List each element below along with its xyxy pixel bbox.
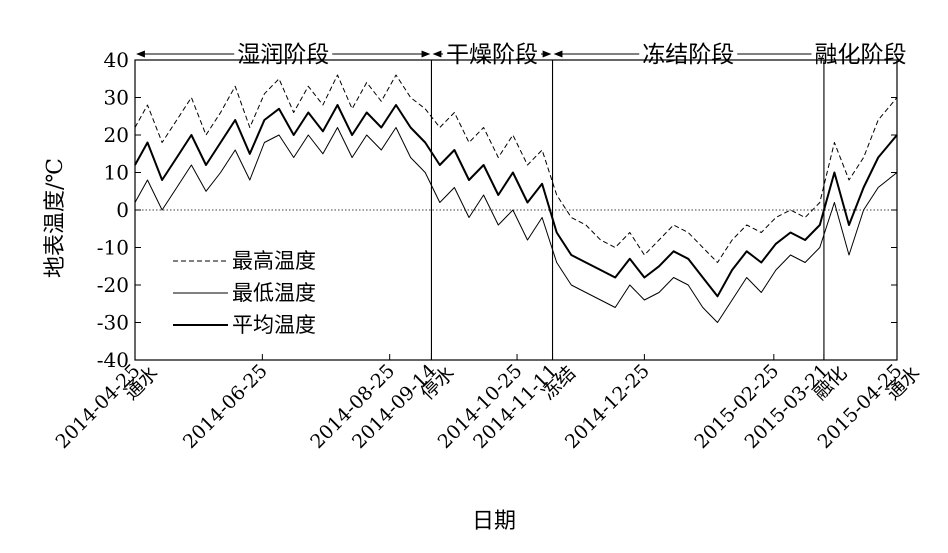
- legend-label-avg: 平均温度: [232, 313, 316, 337]
- series-line-avg-temperature: [134, 104, 898, 298]
- y-tick-label: -40: [97, 348, 129, 372]
- y-tick-label: -20: [97, 273, 129, 297]
- series-line-max-temperature: [134, 74, 898, 263]
- phase-label-2: 干燥阶段: [446, 42, 538, 68]
- x-tick-label-2: 2014-06-25: [179, 360, 272, 453]
- phase-annotations: 湿润阶段 干燥阶段 冻结阶段 融化阶段: [136, 40, 910, 68]
- y-tick-label: 0: [116, 198, 129, 222]
- y-tick-label: 20: [104, 123, 129, 147]
- y-tick-label: -30: [97, 311, 129, 335]
- x-axis-label: 日期: [472, 509, 516, 534]
- legend: 最高温度 最低温度 平均温度: [173, 249, 316, 337]
- phase-label-1: 湿润阶段: [237, 42, 329, 68]
- phase-label-3: 冻结阶段: [642, 42, 734, 68]
- y-tick-label: 40: [104, 48, 129, 72]
- y-tick-label: 30: [104, 86, 129, 110]
- phase-label-bg-4: [811, 40, 910, 68]
- y-tick-label: -10: [97, 236, 129, 260]
- series-lines: [134, 74, 898, 323]
- phase-label-bg-3: [639, 40, 738, 68]
- y-tick-label: 10: [104, 161, 129, 185]
- legend-label-max: 最高温度: [232, 249, 316, 273]
- y-ticks: 40 30 20 10 0 -10 -20 -30 -40: [97, 48, 897, 372]
- series-line-min-temperature: [134, 127, 898, 323]
- y-axis-label: 地表温度/℃: [43, 158, 68, 278]
- x-tick-label-1: 2014-04-25: [52, 360, 145, 453]
- legend-label-min: 最低温度: [232, 281, 316, 305]
- phase-label-4: 融化阶段: [814, 42, 906, 68]
- phase-label-bg-2: [442, 40, 541, 68]
- phase-label-bg-1: [234, 40, 333, 68]
